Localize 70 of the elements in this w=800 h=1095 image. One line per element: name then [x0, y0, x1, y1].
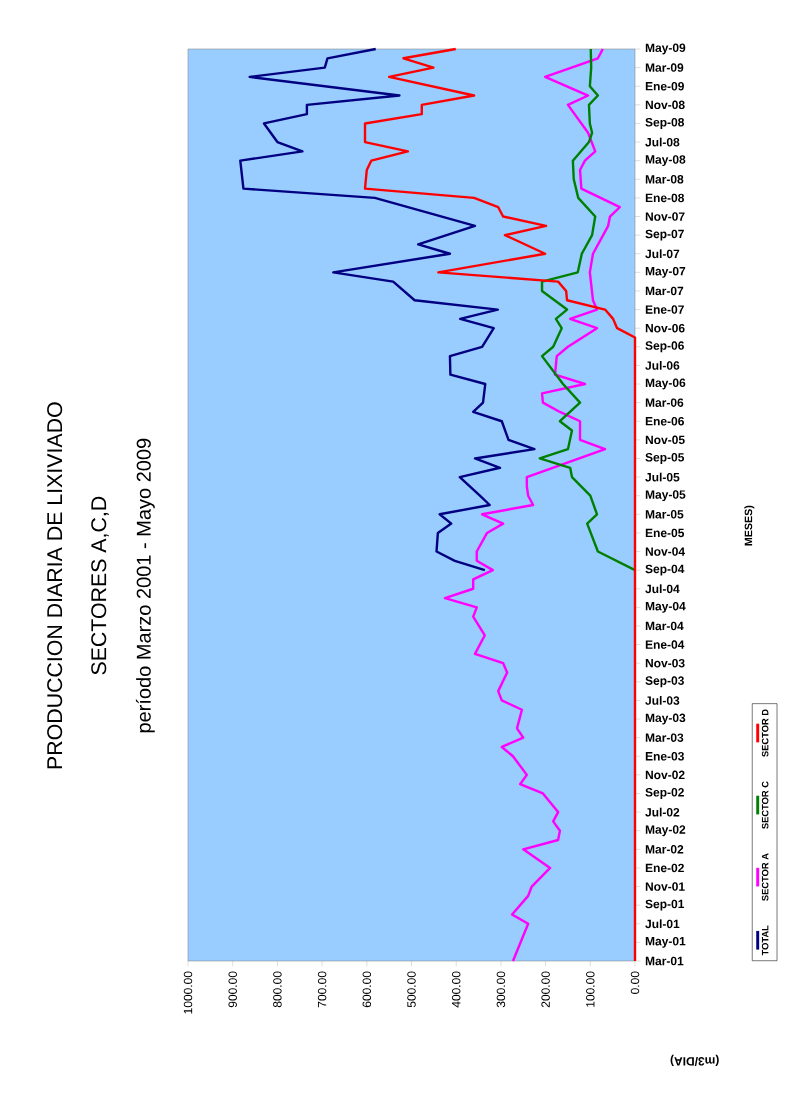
- y-tick-label: Nov-08: [645, 100, 685, 110]
- y-tick-label: Nov-06: [645, 323, 685, 333]
- y-tick-label: Mar-07: [645, 286, 684, 296]
- y-tick-label: Ene-08: [645, 193, 685, 203]
- y-tick-label: Jul-05: [645, 472, 680, 482]
- text: período Marzo 2001 - Mayo 2009: [135, 438, 155, 733]
- x-tick-label: 300.00: [496, 971, 506, 1008]
- y-tick-label: Ene-05: [645, 528, 685, 538]
- y-tick-label: Mar-06: [645, 398, 684, 407]
- x-tick-label: 700.00: [317, 971, 327, 1008]
- y-tick-label: Jul-03: [645, 696, 680, 705]
- y-tick-label: Sep-06: [645, 341, 684, 353]
- legend-label: SECTOR A: [761, 853, 769, 901]
- y-tick-label: May-03: [645, 713, 686, 725]
- x-tick-label: 900.00: [228, 971, 237, 1008]
- y-tick-label: May-07: [645, 266, 686, 278]
- y-tick-label: May-04: [645, 601, 686, 613]
- y-tick-label: Mar-03: [645, 733, 684, 742]
- y-tick-label: Sep-07: [645, 229, 684, 241]
- x-tick-label: 600.00: [362, 971, 372, 1008]
- y-tick-label: May-02: [645, 825, 686, 837]
- y-tick-label: Sep-04: [645, 564, 685, 576]
- y-tick-label: Nov-07: [645, 212, 685, 221]
- y-tick-label: Jul-04: [645, 584, 680, 594]
- y-tick-label: Sep-02: [645, 788, 684, 799]
- y-tick-label: Jul-02: [645, 807, 680, 817]
- y-tick-label: Sep-05: [645, 453, 685, 464]
- y-tick-label: May-09: [645, 43, 686, 55]
- y-tick-label: Mar-04: [645, 621, 684, 631]
- legend-label: TOTAL: [761, 925, 769, 956]
- y-tick-label: Mar-02: [645, 845, 684, 854]
- y-tick-label: Sep-01: [645, 899, 685, 911]
- y-tick-label: Jul-01: [645, 919, 680, 929]
- x-tick-label: 800.00: [273, 971, 282, 1008]
- y-tick-label: May-08: [645, 155, 686, 167]
- x-tick-label: 500.00: [407, 971, 416, 1008]
- text: SECTORES A,C,D: [91, 496, 109, 675]
- y-tick-label: Jul-08: [645, 137, 680, 147]
- x-tick-label: 400.00: [451, 971, 461, 1008]
- x-tick-label: 100.00: [586, 971, 595, 1007]
- legend-label: SECTOR D: [761, 709, 769, 757]
- y-tick-label: Sep-08: [645, 118, 685, 129]
- y-tick-label: May-06: [645, 378, 686, 390]
- y-tick-label: Jul-07: [645, 249, 680, 259]
- y-tick-label: Ene-02: [645, 863, 684, 873]
- text: PRODUCCION DIARIA DE LIXIVIADO: [47, 402, 63, 769]
- y-tick-label: Mar-08: [645, 175, 684, 184]
- y-tick-label: Nov-01: [645, 882, 685, 891]
- y-tick-label: Nov-03: [645, 658, 685, 668]
- y-axis-title: (m3/DIA): [670, 1054, 719, 1066]
- y-tick-label: Nov-04: [645, 547, 685, 556]
- x-tick-label: 0.00: [630, 971, 640, 994]
- y-tick-label: Ene-04: [645, 640, 685, 649]
- y-tick-label: May-01: [645, 936, 686, 948]
- y-tick-label: Ene-07: [645, 305, 684, 314]
- y-tick-label: Jul-06: [645, 361, 680, 370]
- text: MESES): [744, 505, 755, 546]
- y-tick-label: Sep-03: [645, 676, 684, 688]
- y-tick-label: Ene-03: [645, 752, 684, 761]
- y-tick-label: May-05: [645, 490, 686, 502]
- y-tick-label: Nov-02: [645, 770, 685, 780]
- y-tick-label: Mar-09: [645, 63, 684, 72]
- x-tick-label: 1000.00: [183, 971, 193, 1014]
- y-tick-label: Ene-06: [645, 416, 684, 426]
- x-tick-label: 200.00: [541, 971, 550, 1008]
- legend-label: SECTOR C: [761, 781, 769, 829]
- y-tick-label: Ene-09: [645, 81, 684, 91]
- y-tick-label: Mar-01: [645, 956, 684, 966]
- y-tick-label: Mar-05: [645, 510, 684, 519]
- y-tick-label: Nov-05: [645, 435, 685, 445]
